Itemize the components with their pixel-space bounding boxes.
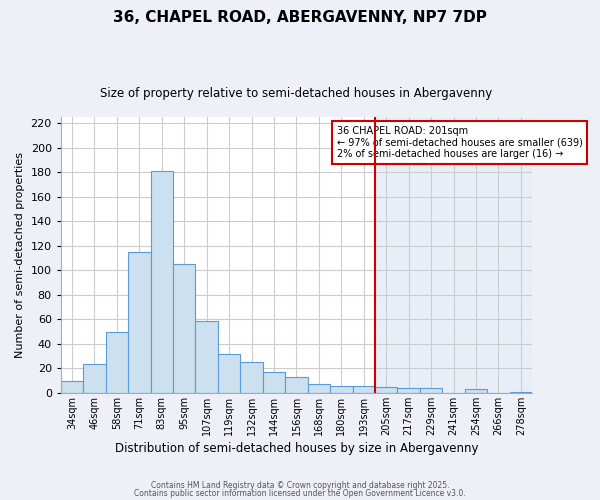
Bar bbox=[375, 118, 532, 393]
Bar bbox=[241, 362, 263, 393]
Title: Size of property relative to semi-detached houses in Abergavenny: Size of property relative to semi-detach… bbox=[100, 86, 493, 100]
Text: 36, CHAPEL ROAD, ABERGAVENNY, NP7 7DP: 36, CHAPEL ROAD, ABERGAVENNY, NP7 7DP bbox=[113, 10, 487, 25]
X-axis label: Distribution of semi-detached houses by size in Abergavenny: Distribution of semi-detached houses by … bbox=[115, 442, 478, 455]
Bar bbox=[308, 384, 330, 393]
Bar bbox=[375, 387, 397, 393]
Bar bbox=[509, 392, 532, 393]
Text: Contains HM Land Registry data © Crown copyright and database right 2025.: Contains HM Land Registry data © Crown c… bbox=[151, 481, 449, 490]
Bar bbox=[61, 380, 83, 393]
Bar bbox=[330, 386, 353, 393]
Bar bbox=[285, 377, 308, 393]
Bar bbox=[196, 320, 218, 393]
Bar bbox=[263, 372, 285, 393]
Bar bbox=[465, 389, 487, 393]
Bar bbox=[397, 388, 420, 393]
Bar bbox=[218, 354, 241, 393]
Y-axis label: Number of semi-detached properties: Number of semi-detached properties bbox=[15, 152, 25, 358]
Bar bbox=[151, 171, 173, 393]
Bar bbox=[106, 332, 128, 393]
Bar bbox=[128, 252, 151, 393]
Bar bbox=[353, 386, 375, 393]
Bar bbox=[420, 388, 442, 393]
Bar bbox=[173, 264, 196, 393]
Bar bbox=[83, 364, 106, 393]
Text: Contains public sector information licensed under the Open Government Licence v3: Contains public sector information licen… bbox=[134, 488, 466, 498]
Text: 36 CHAPEL ROAD: 201sqm
← 97% of semi-detached houses are smaller (639)
2% of sem: 36 CHAPEL ROAD: 201sqm ← 97% of semi-det… bbox=[337, 126, 583, 158]
